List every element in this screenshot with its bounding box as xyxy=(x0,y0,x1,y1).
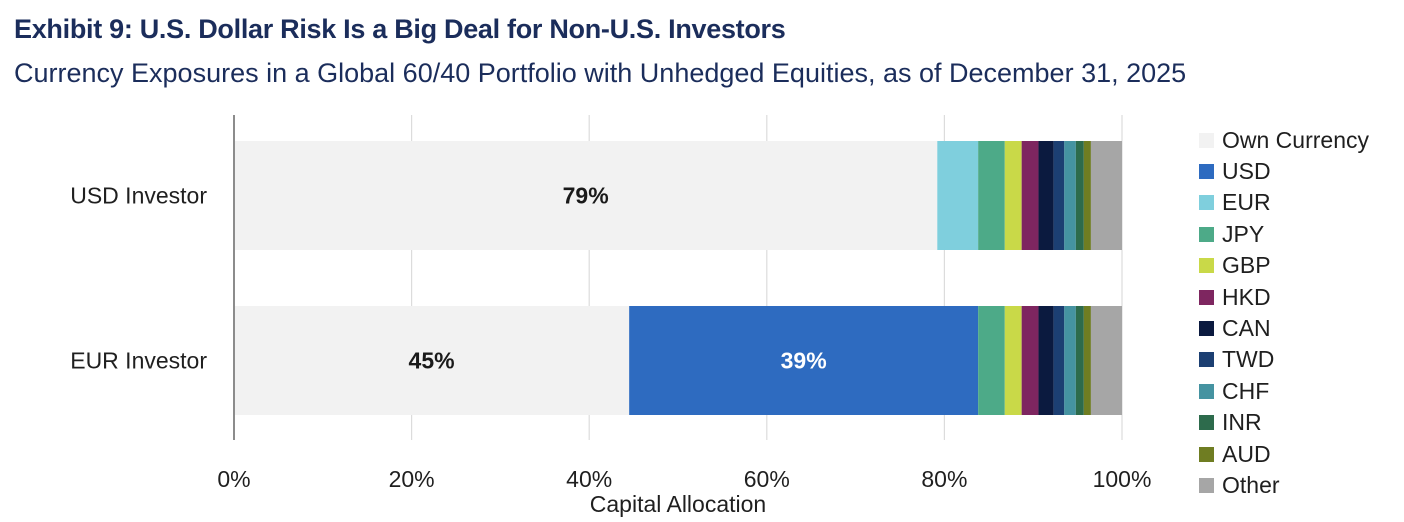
legend-label: Own Currency xyxy=(1222,126,1369,153)
legend-label: GBP xyxy=(1222,252,1271,279)
legend-label: EUR xyxy=(1222,189,1271,216)
y-category-label: USD Investor xyxy=(70,183,207,209)
legend-swatch xyxy=(1199,195,1214,211)
data-label: 79% xyxy=(563,183,609,209)
legend-label: INR xyxy=(1222,409,1262,436)
legend-item: HKD xyxy=(1199,283,1271,311)
x-tick-label: 100% xyxy=(1093,466,1152,492)
y-category-label: EUR Investor xyxy=(70,348,207,374)
legend-swatch xyxy=(1199,289,1214,305)
x-tick-label: 80% xyxy=(921,466,967,492)
bar-segment-jpy xyxy=(978,306,1005,415)
bar-segment-aud xyxy=(1083,306,1091,415)
bar-segment-own-currency xyxy=(234,306,630,415)
legend-label: CHF xyxy=(1222,377,1270,404)
bar-segment-usd xyxy=(629,306,979,415)
bar-segment-inr xyxy=(1075,306,1084,415)
legend-item: CAN xyxy=(1199,314,1271,342)
data-label: 39% xyxy=(781,348,827,374)
legend-swatch xyxy=(1199,477,1214,493)
legend-item: GBP xyxy=(1199,252,1271,280)
legend-item: EUR xyxy=(1199,189,1271,217)
bar-segment-own-currency xyxy=(234,141,938,250)
x-tick-label: 60% xyxy=(744,466,790,492)
bar-segment-other xyxy=(1090,306,1122,415)
legend-label: HKD xyxy=(1222,283,1271,310)
legend-item: INR xyxy=(1199,409,1262,437)
chart-subtitle: Currency Exposures in a Global 60/40 Por… xyxy=(14,58,1187,88)
x-tick-label: 40% xyxy=(566,466,612,492)
bar-segment-chf xyxy=(1064,141,1076,250)
legend-label: JPY xyxy=(1222,220,1265,247)
legend-swatch xyxy=(1199,446,1214,462)
legend-item: TWD xyxy=(1199,346,1274,374)
bar-segment-chf xyxy=(1064,306,1076,415)
legend-swatch xyxy=(1199,258,1214,274)
bar-segment-eur xyxy=(937,141,979,250)
bar-segment-hkd xyxy=(1021,306,1039,415)
x-axis-label: Capital Allocation xyxy=(590,491,766,517)
bar-segment-hkd xyxy=(1021,141,1039,250)
x-tick-label: 0% xyxy=(217,466,250,492)
legend-label: CAN xyxy=(1222,314,1271,341)
legend-item: CHF xyxy=(1199,377,1269,405)
bar-segment-gbp xyxy=(1004,141,1022,250)
bar-segment-twd xyxy=(1053,141,1065,250)
bar-segment-aud xyxy=(1083,141,1091,250)
legend-item: Own Currency xyxy=(1199,126,1369,154)
bar-segment-other xyxy=(1090,141,1122,250)
legend-swatch xyxy=(1199,132,1214,148)
legend-item: USD xyxy=(1199,157,1271,185)
legend-swatch xyxy=(1199,415,1214,431)
legend-item: Other xyxy=(1199,471,1280,499)
bar-segment-jpy xyxy=(978,141,1005,250)
legend-swatch xyxy=(1199,163,1214,179)
legend-label: AUD xyxy=(1222,440,1271,467)
legend-swatch xyxy=(1199,383,1214,399)
bar-segment-gbp xyxy=(1004,306,1022,415)
legend-item: AUD xyxy=(1199,440,1271,468)
legend-label: Other xyxy=(1222,471,1280,498)
chart-title: Exhibit 9: U.S. Dollar Risk Is a Big Dea… xyxy=(14,14,786,44)
legend-item: JPY xyxy=(1199,220,1264,248)
data-label: 45% xyxy=(409,348,455,374)
legend-swatch xyxy=(1199,320,1214,336)
bar-segment-can xyxy=(1038,141,1054,250)
bar-segment-twd xyxy=(1053,306,1065,415)
legend-swatch xyxy=(1199,226,1214,242)
legend-label: USD xyxy=(1222,157,1271,184)
legend-swatch xyxy=(1199,352,1214,368)
bar-segment-can xyxy=(1038,306,1054,415)
x-tick-label: 20% xyxy=(389,466,435,492)
legend-label: TWD xyxy=(1222,346,1275,373)
bar-segment-inr xyxy=(1075,141,1084,250)
